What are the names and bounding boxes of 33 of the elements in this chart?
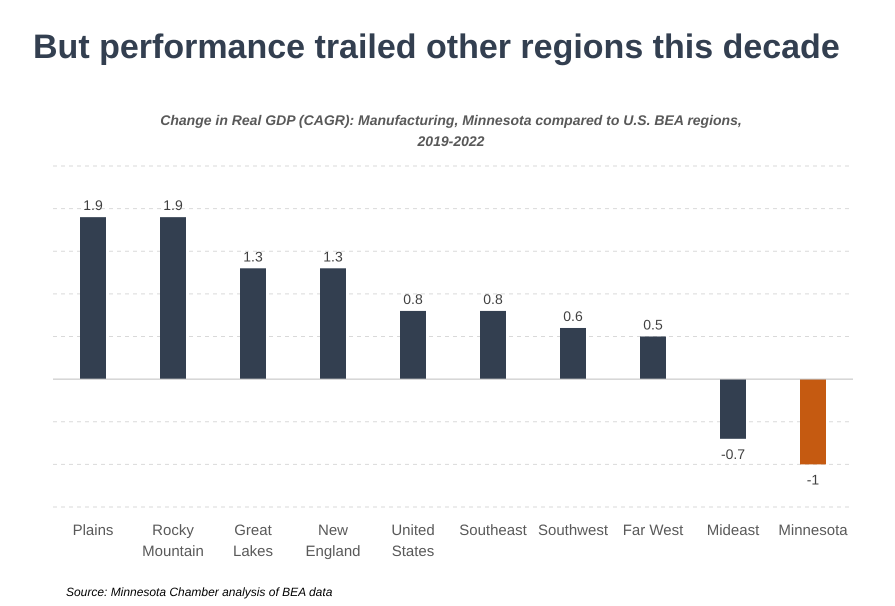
x-tick-label: Rocky Mountain (142, 522, 204, 560)
bar (480, 310, 506, 380)
bar (160, 217, 186, 380)
data-label: 0.8 (403, 290, 423, 307)
x-tick-label: Great Lakes (232, 522, 274, 560)
x-tick-label: United States (391, 522, 435, 560)
bar (720, 379, 746, 439)
data-label: 0.5 (643, 316, 663, 332)
data-label: -1 (806, 471, 820, 488)
data-label: 1.3 (323, 248, 343, 264)
x-tick-label: Southeast (459, 522, 528, 539)
bar (80, 217, 106, 380)
x-tick-label: New England (305, 522, 361, 560)
source-note: Source: Minnesota Chamber analysis of BEA data (66, 585, 333, 599)
x-tick-label: Minnesota (778, 522, 848, 539)
bar (800, 379, 826, 464)
x-tick-label: Southwest (538, 522, 609, 539)
bar (560, 328, 586, 380)
x-tick-label: Mideast (706, 522, 760, 539)
bar (240, 268, 266, 380)
data-label: 1.9 (83, 197, 103, 214)
bar (640, 336, 666, 380)
data-label: 0.8 (483, 290, 503, 307)
bar (400, 310, 426, 380)
data-label: -0.7 (720, 446, 746, 462)
data-label: 1.9 (163, 197, 183, 214)
x-tick-label: Far West (622, 522, 684, 539)
chart-title: But performance trailed other regions this decade (33, 28, 840, 66)
x-tick-label: Plains (72, 522, 114, 539)
data-label: 1.3 (243, 248, 263, 264)
chart-subtitle: Change in Real GDP (CAGR): Manufacturing, Minnesota compared to U.S. BEA regions, 2019-2022 (160, 112, 742, 149)
data-label: 0.6 (563, 308, 583, 324)
bar (320, 268, 346, 380)
